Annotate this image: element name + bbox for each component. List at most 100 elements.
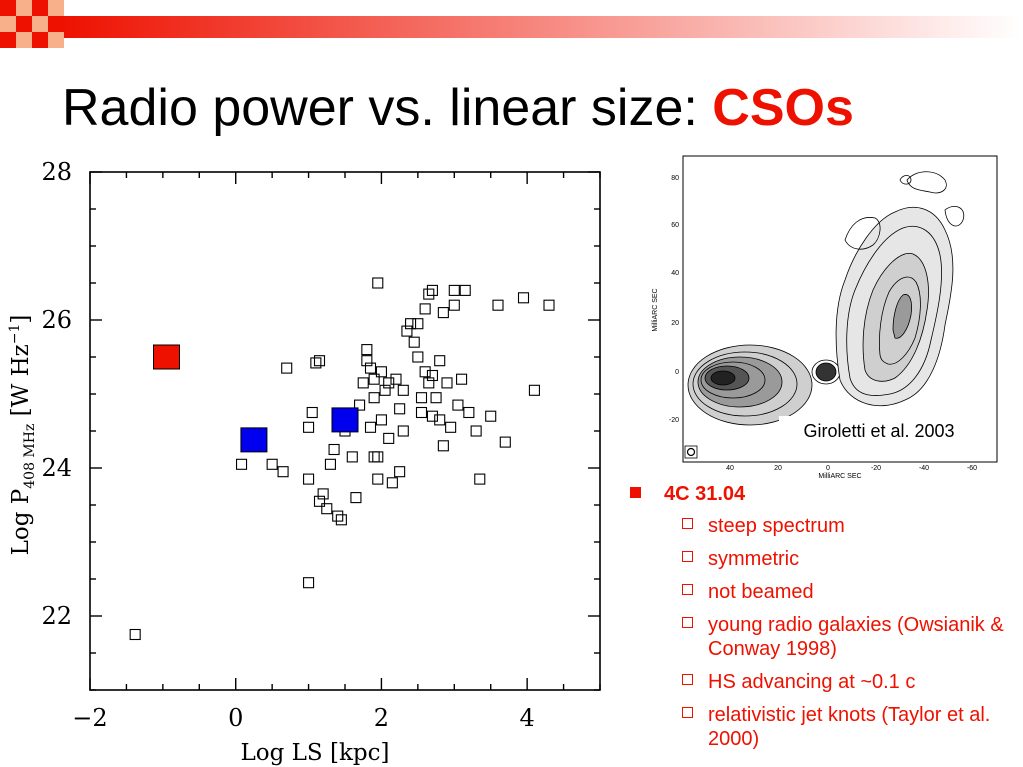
- data-point: [437, 440, 449, 452]
- beam-icon: [686, 447, 696, 457]
- data-point: [303, 577, 315, 589]
- contour-ticks: 80 60 40 20 0 -20 40 20 0 -20 -40 -60: [669, 175, 977, 472]
- data-point: [324, 458, 336, 470]
- svg-text:-60: -60: [967, 465, 977, 472]
- list-item: relativistic jet knots (Taylor et al. 20…: [628, 703, 1023, 751]
- data-point: [357, 377, 369, 389]
- data-point: [434, 355, 446, 367]
- data-point: [405, 318, 417, 330]
- data-point: [401, 325, 413, 337]
- data-point: [364, 362, 377, 374]
- data-point: [313, 495, 326, 507]
- data-point: [313, 355, 326, 367]
- y-axis-label: Log P408 MHz [W Hz−1]: [7, 315, 38, 556]
- data-point: [448, 299, 460, 311]
- list-item: HS advancing at ~0.1 c: [628, 670, 1023, 694]
- contour-y-label: MilliARC SEC: [652, 288, 659, 331]
- data-point: [434, 414, 446, 426]
- data-point: [306, 406, 318, 419]
- svg-text:-20: -20: [871, 465, 881, 472]
- data-point: [390, 373, 402, 385]
- data-point: [474, 473, 486, 485]
- data-point: [426, 284, 438, 296]
- data-point: [517, 292, 530, 304]
- y-tick-label: 28: [41, 158, 72, 186]
- data-point: [430, 392, 442, 404]
- data-point: [321, 503, 333, 515]
- x-tick-label: 2: [374, 704, 389, 732]
- data-point-highlight: [240, 427, 268, 453]
- data-point: [426, 369, 438, 382]
- data-point: [303, 473, 315, 485]
- data-point: [346, 451, 358, 463]
- slide-title-accent: CSOs: [712, 79, 854, 137]
- data-point: [408, 336, 420, 348]
- data-point: [350, 492, 362, 504]
- data-point: [499, 436, 511, 448]
- data-point: [463, 406, 475, 419]
- slide-title: Radio power vs. linear size: CSOs: [62, 79, 854, 137]
- data-point: [423, 288, 435, 300]
- svg-text:-20: -20: [669, 417, 679, 424]
- bullet-heading: 4C 31.04: [628, 482, 1023, 506]
- list-item: young radio galaxies (Owsianik & Conway …: [628, 613, 1023, 661]
- data-point: [543, 299, 555, 311]
- data-point: [277, 466, 289, 478]
- data-point: [394, 466, 406, 478]
- data-point: [456, 373, 468, 385]
- contour-x-label: MilliARC SEC: [818, 473, 861, 480]
- data-point: [423, 377, 435, 389]
- x-tick-label: 0: [228, 704, 243, 732]
- data-point: [397, 384, 409, 396]
- data-point: [368, 392, 380, 404]
- y-tick-label: 26: [41, 306, 72, 334]
- svg-text:20: 20: [774, 465, 782, 472]
- data-point: [361, 344, 373, 356]
- svg-text:60: 60: [671, 222, 679, 229]
- list-item: not beamed: [628, 580, 1023, 604]
- x-tick-label: −2: [72, 704, 107, 732]
- data-point: [415, 392, 428, 404]
- data-point: [485, 410, 497, 422]
- data-point: [459, 284, 471, 296]
- y-tick-label: 22: [41, 602, 72, 630]
- data-point: [412, 351, 424, 363]
- data-point: [470, 425, 482, 437]
- data-point: [361, 355, 373, 367]
- data-point: [310, 357, 322, 369]
- list-item: symmetric: [628, 547, 1023, 571]
- data-point: [375, 414, 387, 426]
- data-point: [354, 399, 366, 411]
- svg-text:40: 40: [671, 270, 679, 277]
- bullet-list: 4C 31.04 steep spectrum symmetric not be…: [628, 482, 1023, 760]
- data-point: [335, 514, 347, 526]
- list-item: steep spectrum: [628, 514, 1023, 538]
- data-point: [332, 510, 344, 522]
- data-point: [375, 366, 387, 378]
- data-point: [129, 628, 141, 641]
- data-point: [437, 307, 449, 319]
- inset-caption: Giroletti et al. 2003: [803, 421, 954, 441]
- checkbox-square-icon: [682, 584, 693, 595]
- svg-text:-40: -40: [919, 465, 929, 472]
- radio-contour-map: 80 60 40 20 0 -20 40 20 0 -20 -40 -60 Mi…: [652, 155, 998, 480]
- data-point: [383, 432, 395, 444]
- data-point: [419, 303, 431, 315]
- data-point: [281, 362, 293, 374]
- checkbox-square-icon: [682, 674, 693, 685]
- slide-title-main: Radio power vs. linear size:: [62, 79, 713, 137]
- x-axis-label: Log LS [kpc]: [241, 740, 390, 766]
- data-point: [492, 299, 504, 311]
- data-point: [415, 406, 428, 419]
- svg-text:20: 20: [671, 320, 679, 327]
- data-point: [368, 451, 380, 463]
- y-tick-label: 24: [41, 454, 72, 482]
- data-point: [394, 403, 406, 415]
- data-point: [372, 277, 384, 289]
- data-point: [372, 473, 384, 485]
- data-point: [266, 458, 278, 470]
- decorative-header: [0, 0, 1023, 48]
- x-tick-label: 4: [520, 704, 535, 732]
- data-point: [528, 384, 540, 396]
